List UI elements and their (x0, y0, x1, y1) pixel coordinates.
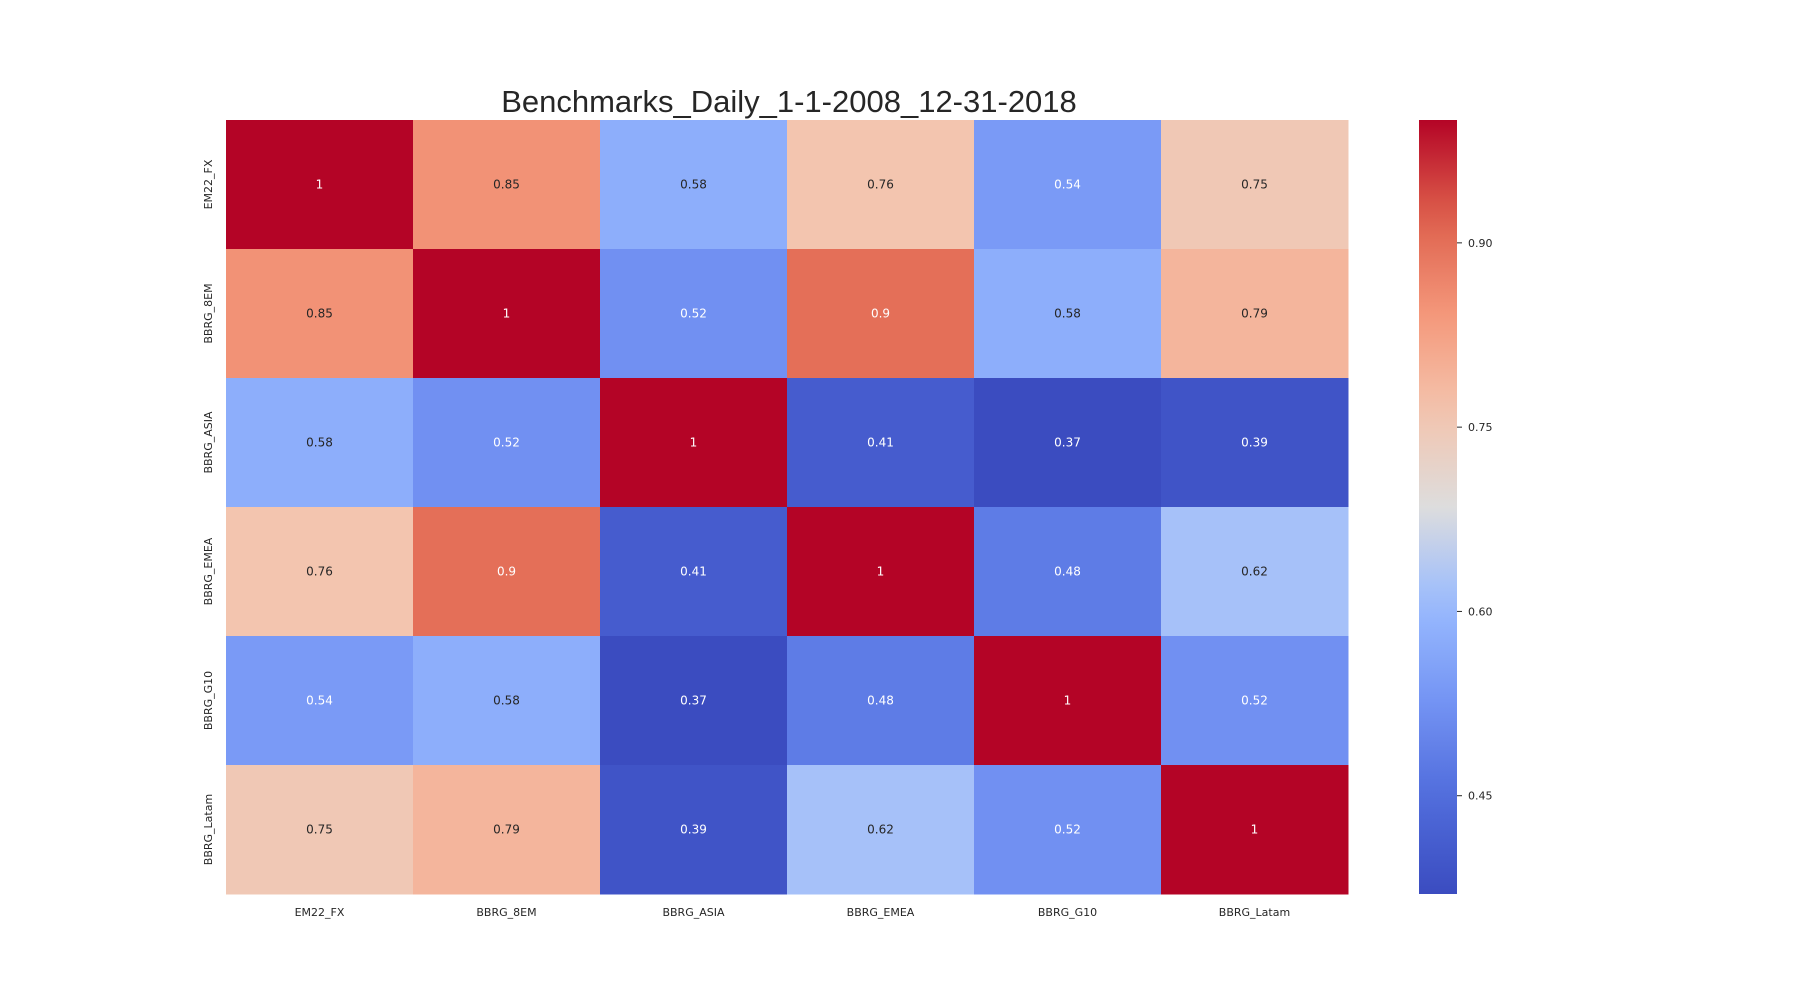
heatmap-cell (787, 765, 975, 895)
cell-value-label: 1 (690, 436, 698, 450)
heatmap-cell (1161, 249, 1349, 379)
heatmap-cell (226, 765, 414, 895)
heatmap-cell (600, 249, 788, 379)
cell-value-label: 0.58 (680, 178, 707, 192)
cell-value-label: 0.37 (680, 694, 707, 708)
cell-value-label: 0.85 (493, 178, 520, 192)
heatmap-cell (1161, 378, 1349, 508)
heatmap-cell (974, 636, 1162, 766)
colorbar-tick-label: 0.45 (1468, 790, 1493, 803)
heatmap-cell (1161, 636, 1349, 766)
x-tick-label: BBRG_G10 (1038, 906, 1097, 919)
cell-value-label: 0.39 (680, 823, 707, 837)
cell-value-label: 0.48 (1054, 565, 1081, 579)
heatmap-cell (974, 249, 1162, 379)
cell-value-label: 1 (316, 178, 324, 192)
cell-value-label: 0.58 (306, 436, 333, 450)
cell-value-label: 0.9 (497, 565, 516, 579)
heatmap-cell (413, 378, 601, 508)
heatmap-cell (974, 507, 1162, 637)
cell-value-label: 0.58 (493, 694, 520, 708)
cell-value-label: 0.58 (1054, 307, 1081, 321)
x-tick-label: EM22_FX (295, 906, 345, 919)
y-axis-tick-labels: EM22_FX BBRG_8EM BBRG_ASIA BBRG_EMEA BBRG_G1… (202, 159, 215, 865)
heatmap-cell (226, 636, 414, 766)
heatmap-cell (226, 507, 414, 637)
heatmap-cell (413, 120, 601, 250)
y-tick-label: BBRG_EMEA (202, 537, 215, 605)
heatmap-cell (600, 120, 788, 250)
cell-value-label: 0.41 (680, 565, 707, 579)
heatmap-cell (600, 636, 788, 766)
y-tick-label: BBRG_G10 (202, 671, 215, 730)
cell-value-label: 1 (1064, 694, 1072, 708)
heatmap-cell (974, 120, 1162, 250)
heatmap-cell (226, 378, 414, 508)
cell-value-label: 0.79 (493, 823, 520, 837)
heatmap-cell (413, 636, 601, 766)
colorbar-tick-labels: 0.45 0.60 0.75 0.90 (1457, 237, 1493, 803)
colorbar-tick-label: 0.90 (1468, 237, 1493, 250)
chart-title: Benchmarks_Daily_1-1-2008_12-31-2018 (501, 84, 1077, 119)
x-axis-tick-labels: EM22_FX BBRG_8EM BBRG_ASIA BBRG_EMEA BBRG_G1… (295, 906, 1291, 919)
colorbar-tick-label: 0.75 (1468, 421, 1493, 434)
cell-value-label: 0.76 (306, 565, 333, 579)
heatmap-cell (226, 249, 414, 379)
cell-value-label: 1 (877, 565, 885, 579)
cell-value-label: 0.48 (867, 694, 894, 708)
heatmap-cell (600, 765, 788, 895)
y-tick-label: EM22_FX (202, 159, 215, 209)
heatmap-cell (413, 507, 601, 637)
heatmap-cell (787, 378, 975, 508)
cell-value-label: 0.62 (867, 823, 894, 837)
heatmap-cell (787, 507, 975, 637)
heatmap-cell (1161, 507, 1349, 637)
cell-value-label: 0.52 (493, 436, 520, 450)
cell-value-label: 0.39 (1241, 436, 1268, 450)
y-tick-label: BBRG_ASIA (202, 411, 215, 474)
heatmap-cell (413, 765, 601, 895)
heatmap-cell (226, 120, 414, 250)
heatmap-cell (974, 765, 1162, 895)
cell-value-label: 1 (503, 307, 511, 321)
heatmap-cell (413, 249, 601, 379)
cell-value-label: 0.79 (1241, 307, 1268, 321)
cell-value-label: 0.54 (1054, 178, 1081, 192)
colorbar (1419, 120, 1457, 894)
x-tick-label: BBRG_8EM (476, 906, 536, 919)
cell-value-label: 0.52 (1054, 823, 1081, 837)
cell-value-label: 0.54 (306, 694, 333, 708)
cell-value-label: 1 (1251, 823, 1259, 837)
y-tick-label: BBRG_Latam (202, 794, 215, 865)
heatmap-cell (600, 507, 788, 637)
x-tick-label: BBRG_ASIA (662, 906, 725, 919)
heatmap-cell (787, 120, 975, 250)
cell-value-label: 0.62 (1241, 565, 1268, 579)
heatmap-cell (787, 249, 975, 379)
cell-value-label: 0.37 (1054, 436, 1081, 450)
cell-value-label: 0.85 (306, 307, 333, 321)
cell-value-label: 0.41 (867, 436, 894, 450)
cell-value-label: 0.75 (1241, 178, 1268, 192)
cell-value-label: 0.75 (306, 823, 333, 837)
y-tick-label: BBRG_8EM (202, 283, 215, 343)
x-tick-label: BBRG_Latam (1219, 906, 1290, 919)
colorbar-tick-label: 0.60 (1468, 605, 1493, 618)
x-tick-label: BBRG_EMEA (847, 906, 915, 919)
cell-value-label: 0.52 (1241, 694, 1268, 708)
heatmap-cells: 1 0.85 0.58 0.76 0.54 0.75 0.85 1 0.52 0.9 0.58 0.7… (226, 120, 1349, 895)
heatmap-cell (787, 636, 975, 766)
cell-value-label: 0.52 (680, 307, 707, 321)
cell-value-label: 0.76 (867, 178, 894, 192)
heatmap-cell (1161, 765, 1349, 895)
heatmap-cell (1161, 120, 1349, 250)
heatmap-cell (600, 378, 788, 508)
heatmap-cell (974, 378, 1162, 508)
cell-value-label: 0.9 (871, 307, 890, 321)
